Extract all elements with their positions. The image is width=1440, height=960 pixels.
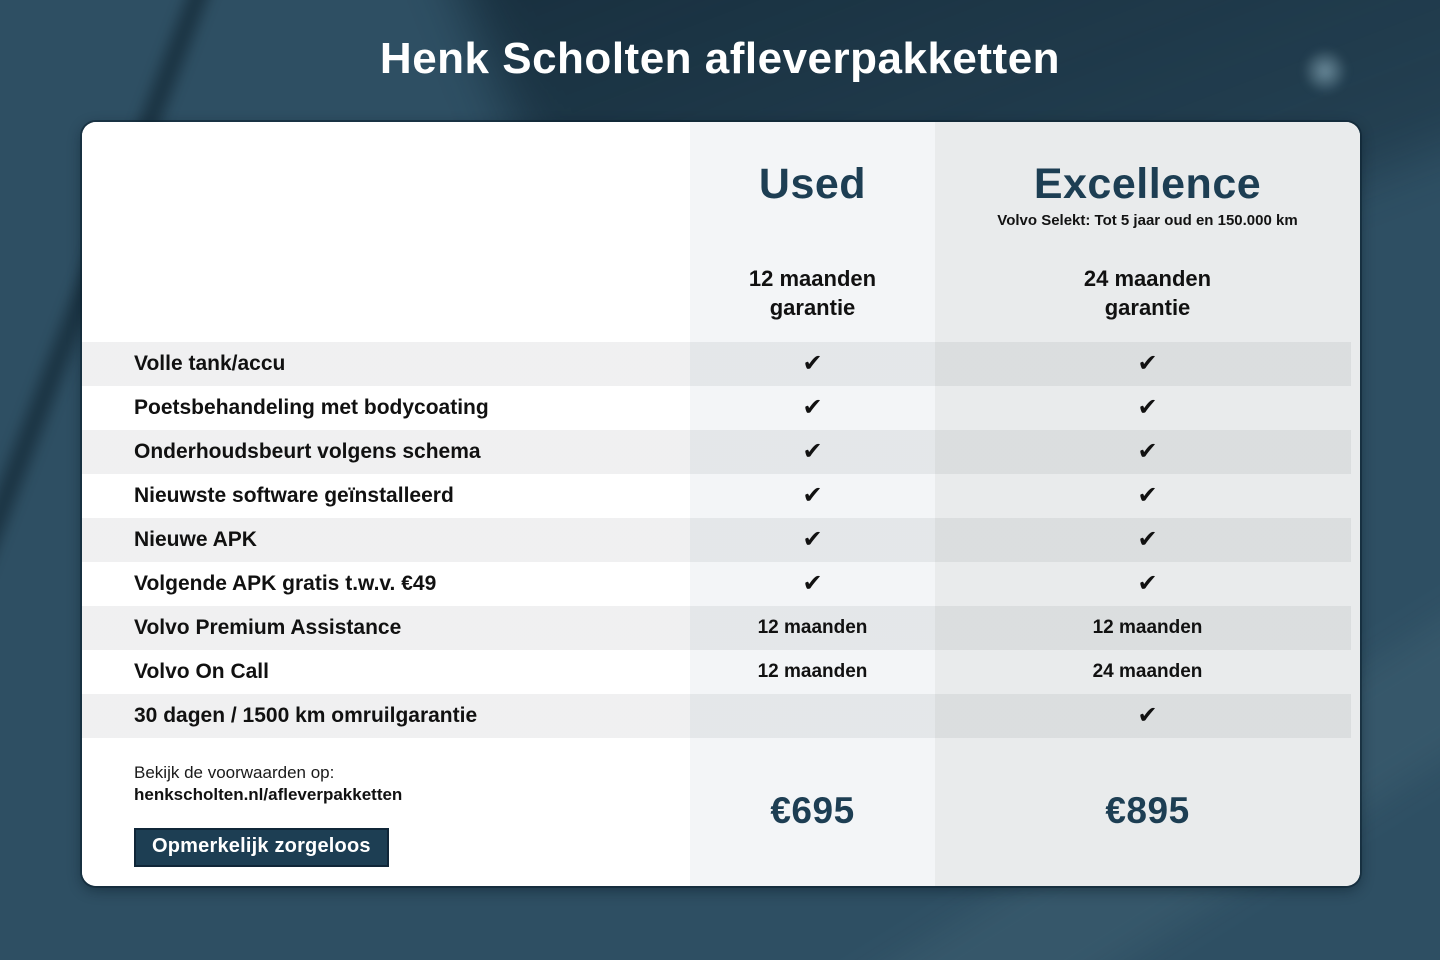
checkmark-icon: ✔ (1137, 394, 1158, 421)
table-row: Volle tank/accu ✔ ✔ (82, 342, 1360, 386)
pricing-comparison-card: Used 12 maanden garantie Excellence Volv… (82, 122, 1360, 886)
used-value-cell: 12 maanden (757, 661, 868, 682)
table-row: Nieuwste software geïnstalleerd ✔ ✔ (82, 474, 1360, 518)
feature-label: Volvo Premium Assistance (134, 616, 402, 639)
feature-rows: Volle tank/accu ✔ ✔ Poetsbehandeling met… (82, 342, 1360, 738)
checkmark-icon: ✔ (1137, 482, 1158, 509)
feature-label: 30 dagen / 1500 km omruilgarantie (134, 704, 478, 727)
column-header-used: Used 12 maanden garantie (690, 122, 935, 342)
used-price: €695 (770, 790, 855, 831)
excellence-guarantee: 24 maanden garantie (1083, 266, 1212, 320)
table-header: Used 12 maanden garantie Excellence Volv… (82, 122, 1360, 342)
column-backgrounds (82, 122, 1360, 886)
checkmark-icon: ✔ (802, 570, 823, 597)
checkmark-icon: ✔ (1137, 702, 1158, 729)
table-row: Volvo Premium Assistance 12 maanden 12 m… (82, 606, 1360, 650)
checkmark-icon: ✔ (802, 482, 823, 509)
excellence-value-cell: 24 maanden (1092, 661, 1203, 682)
checkmark-icon: ✔ (1137, 350, 1158, 377)
column-header-excellence: Excellence Volvo Selekt: Tot 5 jaar oud … (935, 122, 1360, 342)
excellence-column-background (935, 122, 1360, 886)
used-value-cell (690, 694, 935, 738)
table-footer: Bekijk de voorwaarden op: henkscholten.n… (82, 738, 1360, 886)
checkmark-icon: ✔ (802, 526, 823, 553)
used-title: Used (758, 160, 867, 208)
used-column-background (690, 122, 935, 886)
footer-terms-block: Bekijk de voorwaarden op: henkscholten.n… (82, 738, 690, 886)
feature-label: Volle tank/accu (134, 352, 286, 375)
table-row: 30 dagen / 1500 km omruilgarantie ✔ (82, 694, 1360, 738)
terms-intro-text: Bekijk de voorwaarden op: (134, 763, 335, 782)
used-guarantee: 12 maanden garantie (748, 266, 877, 320)
feature-label: Nieuwe APK (134, 528, 257, 551)
feature-label: Onderhoudsbeurt volgens schema (134, 440, 481, 463)
used-value-cell: 12 maanden (757, 617, 868, 638)
terms-url-text: henkscholten.nl/afleverpakketten (134, 785, 403, 804)
excellence-subtitle: Volvo Selekt: Tot 5 jaar oud en 150.000 … (997, 212, 1298, 229)
checkmark-icon: ✔ (1137, 438, 1158, 465)
checkmark-icon: ✔ (802, 394, 823, 421)
excellence-title: Excellence (1033, 160, 1262, 208)
table-row: Volgende APK gratis t.w.v. €49 ✔ ✔ (82, 562, 1360, 606)
slogan-badge[interactable]: Opmerkelijk zorgeloos (134, 828, 389, 867)
table-row: Volvo On Call 12 maanden 24 maanden (82, 650, 1360, 694)
table-row: Nieuwe APK ✔ ✔ (82, 518, 1360, 562)
labels-column-background (82, 122, 690, 886)
feature-label: Poetsbehandeling met bodycoating (134, 396, 489, 419)
header-spacer (82, 122, 690, 342)
page-title: Henk Scholten afleverpakketten (379, 34, 1061, 83)
feature-label: Volgende APK gratis t.w.v. €49 (134, 572, 437, 595)
checkmark-icon: ✔ (802, 438, 823, 465)
background-highlight-spot (1302, 48, 1348, 94)
feature-label: Nieuwste software geïnstalleerd (134, 484, 454, 507)
excellence-value-cell: 12 maanden (1092, 617, 1203, 638)
excellence-price: €895 (1105, 790, 1190, 831)
checkmark-icon: ✔ (802, 350, 823, 377)
feature-label: Volvo On Call (134, 660, 269, 683)
table-row: Onderhoudsbeurt volgens schema ✔ ✔ (82, 430, 1360, 474)
checkmark-icon: ✔ (1137, 526, 1158, 553)
checkmark-icon: ✔ (1137, 570, 1158, 597)
table-row: Poetsbehandeling met bodycoating ✔ ✔ (82, 386, 1360, 430)
